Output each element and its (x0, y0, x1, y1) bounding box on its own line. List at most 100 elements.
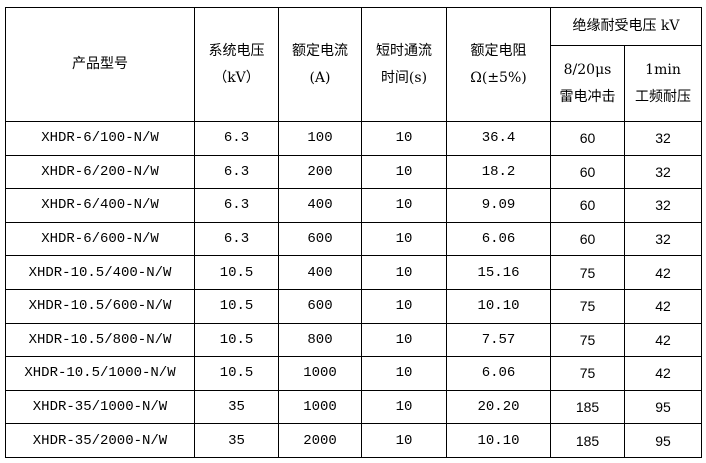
header-resistance-line2: Ω(±5%) (470, 69, 527, 86)
header-short-time-line1: 短时通流 (376, 42, 432, 59)
cell-model: XHDR-6/100-N/W (5, 121, 195, 156)
cell-short-time: 10 (361, 389, 447, 425)
cell-system-voltage: 10.5 (194, 356, 279, 391)
header-voltage-line2: （kV） (213, 69, 260, 86)
table-row: XHDR-35/1000-N/W 35 1000 10 20.20 185 95 (5, 389, 703, 425)
cell-rated-current: 200 (278, 154, 362, 190)
header-resistance-line1: 额定电阻 (470, 42, 527, 59)
header-resistance: 额定电阻 Ω(±5%) (446, 7, 551, 122)
cell-rated-resistance: 6.06 (446, 221, 551, 257)
cell-lightning-impulse: 60 (550, 188, 625, 223)
cell-model: XHDR-6/400-N/W (5, 188, 195, 223)
table-row: XHDR-6/100-N/W 6.3 100 10 36.4 60 32 (5, 121, 703, 156)
cell-rated-resistance: 18.2 (446, 154, 551, 190)
cell-model: XHDR-35/1000-N/W (5, 389, 195, 425)
cell-system-voltage: 35 (194, 389, 279, 425)
cell-model: XHDR-10.5/800-N/W (5, 322, 195, 358)
cell-short-time: 10 (361, 423, 447, 458)
cell-rated-resistance: 6.06 (446, 356, 551, 391)
spec-table: 产品型号 系统电压 （kV） 额定电流 (A) 短时通流时间(s) 额定电阻 Ω(±5… (5, 7, 703, 458)
header-short-time-line2: 时间(s) (380, 69, 428, 86)
table-row: XHDR-6/600-N/W 6.3 600 10 6.06 60 32 (5, 221, 703, 257)
header-short-time: 短时通流时间(s) (361, 7, 447, 122)
header-power-freq-line2: 工频耐压 (635, 88, 691, 105)
cell-system-voltage: 6.3 (194, 188, 279, 223)
table-row: XHDR-10.5/400-N/W 10.5 400 10 15.16 75 42 (5, 255, 703, 290)
cell-model: XHDR-10.5/400-N/W (5, 255, 195, 290)
table-row: XHDR-35/2000-N/W 35 2000 10 10.10 185 95 (5, 423, 703, 458)
cell-short-time: 10 (361, 221, 447, 257)
cell-power-freq-withstand: 32 (623, 154, 703, 190)
cell-power-freq-withstand: 95 (623, 389, 703, 425)
cell-system-voltage: 10.5 (194, 322, 279, 358)
cell-lightning-impulse: 185 (550, 389, 625, 425)
table-row: XHDR-6/200-N/W 6.3 200 10 18.2 60 32 (5, 154, 703, 190)
cell-rated-current: 100 (278, 121, 362, 156)
cell-model: XHDR-6/600-N/W (5, 221, 195, 257)
cell-rated-current: 2000 (278, 423, 362, 458)
cell-lightning-impulse: 60 (550, 121, 625, 156)
cell-power-freq-withstand: 42 (623, 288, 703, 324)
cell-lightning-impulse: 75 (550, 288, 625, 324)
cell-rated-resistance: 10.10 (446, 288, 551, 324)
header-current-line1: 额定电流 (292, 42, 348, 59)
cell-power-freq-withstand: 42 (623, 356, 703, 391)
header-power-freq-line1: 1min (645, 61, 681, 78)
cell-power-freq-withstand: 42 (623, 322, 703, 358)
header-lightning-line2: 雷电冲击 (559, 88, 616, 105)
cell-short-time: 10 (361, 188, 447, 223)
cell-system-voltage: 6.3 (194, 121, 279, 156)
header-model: 产品型号 (5, 7, 195, 122)
header-power-freq: 1min 工频耐压 (623, 45, 703, 122)
cell-rated-current: 600 (278, 221, 362, 257)
table-row: XHDR-10.5/600-N/W 10.5 600 10 10.10 75 42 (5, 288, 703, 324)
header-voltage-line1: 系统电压 (208, 42, 265, 59)
cell-power-freq-withstand: 42 (623, 255, 703, 290)
table-row: XHDR-10.5/800-N/W 10.5 800 10 7.57 75 42 (5, 322, 703, 358)
table-row: XHDR-10.5/1000-N/W 10.5 1000 10 6.06 75 42 (5, 356, 703, 391)
cell-power-freq-withstand: 32 (623, 121, 703, 156)
cell-rated-resistance: 15.16 (446, 255, 551, 290)
cell-short-time: 10 (361, 356, 447, 391)
cell-rated-current: 400 (278, 255, 362, 290)
header-voltage: 系统电压 （kV） (194, 7, 279, 122)
header-current: 额定电流 (A) (278, 7, 362, 122)
cell-rated-resistance: 7.57 (446, 322, 551, 358)
cell-model: XHDR-6/200-N/W (5, 154, 195, 190)
cell-lightning-impulse: 75 (550, 356, 625, 391)
cell-short-time: 10 (361, 121, 447, 156)
cell-lightning-impulse: 60 (550, 221, 625, 257)
cell-power-freq-withstand: 95 (623, 423, 703, 458)
cell-rated-current: 800 (278, 322, 362, 358)
cell-system-voltage: 6.3 (194, 154, 279, 190)
header-current-line2: (A) (309, 69, 331, 86)
cell-short-time: 10 (361, 255, 447, 290)
cell-model: XHDR-35/2000-N/W (5, 423, 195, 458)
cell-rated-current: 1000 (278, 389, 362, 425)
cell-rated-resistance: 36.4 (446, 121, 551, 156)
cell-short-time: 10 (361, 322, 447, 358)
header-insulation: 绝缘耐受电压 kV (549, 7, 703, 46)
cell-short-time: 10 (361, 154, 447, 190)
cell-rated-resistance: 10.10 (446, 423, 551, 458)
cell-system-voltage: 10.5 (194, 288, 279, 324)
cell-system-voltage: 10.5 (194, 255, 279, 290)
cell-model: XHDR-10.5/600-N/W (5, 288, 195, 324)
cell-power-freq-withstand: 32 (623, 188, 703, 223)
cell-lightning-impulse: 60 (550, 154, 625, 190)
header-lightning-line1: 8/20μs (563, 61, 612, 78)
cell-lightning-impulse: 75 (550, 322, 625, 358)
cell-system-voltage: 35 (194, 423, 279, 458)
header-lightning: 8/20μs 雷电冲击 (550, 45, 625, 122)
cell-power-freq-withstand: 32 (623, 221, 703, 257)
cell-rated-current: 600 (278, 288, 362, 324)
cell-rated-resistance: 20.20 (446, 389, 551, 425)
cell-rated-current: 1000 (278, 356, 362, 391)
table-row: XHDR-6/400-N/W 6.3 400 10 9.09 60 32 (5, 188, 703, 223)
cell-short-time: 10 (361, 288, 447, 324)
cell-lightning-impulse: 185 (550, 423, 625, 458)
cell-rated-current: 400 (278, 188, 362, 223)
cell-system-voltage: 6.3 (194, 221, 279, 257)
cell-rated-resistance: 9.09 (446, 188, 551, 223)
cell-model: XHDR-10.5/1000-N/W (5, 356, 195, 391)
